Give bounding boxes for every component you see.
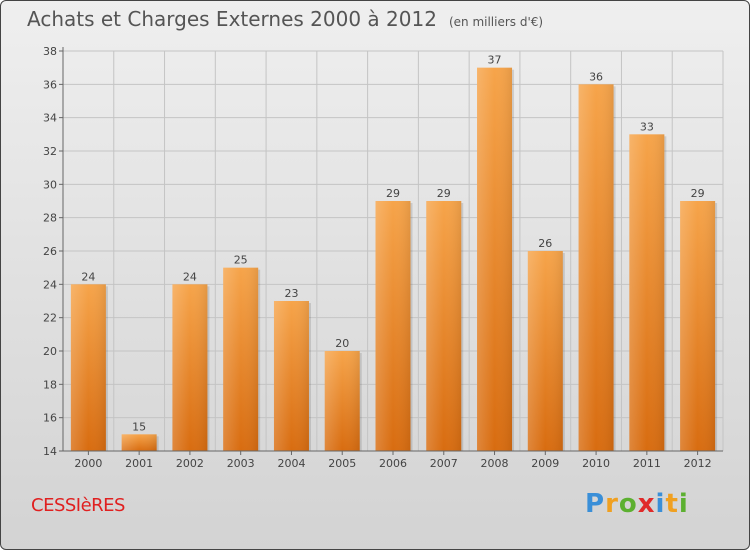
logo-letter: o xyxy=(618,489,638,519)
x-tick-label: 2006 xyxy=(379,457,407,470)
y-tick-label: 36 xyxy=(43,78,57,91)
bar-value-label: 24 xyxy=(81,270,95,283)
chart-title: Achats et Charges Externes 2000 à 2012 (e… xyxy=(27,7,543,31)
y-tick-label: 14 xyxy=(43,445,57,458)
bar-highlight xyxy=(223,267,259,451)
logo-letter: P xyxy=(585,489,606,519)
x-tick-label: 2007 xyxy=(430,457,458,470)
title-unit: (en milliers d'€) xyxy=(448,15,544,29)
title-text: Achats et Charges Externes 2000 à 2012 xyxy=(27,7,437,31)
x-tick-label: 2010 xyxy=(582,457,610,470)
x-tick-label: 2012 xyxy=(684,457,712,470)
x-tick-label: 2009 xyxy=(531,457,559,470)
x-tick-label: 2008 xyxy=(481,457,509,470)
y-tick-label: 26 xyxy=(43,245,57,258)
bar-value-label: 36 xyxy=(589,70,603,83)
logo-letter: i xyxy=(655,489,666,519)
x-tick-label: 2002 xyxy=(176,457,204,470)
bar-highlight xyxy=(477,67,513,452)
bar-value-label: 23 xyxy=(284,287,298,300)
bar-value-label: 24 xyxy=(183,270,197,283)
bars: 24 15 24 25 23 20 29 29 37 26 36 33 29 xyxy=(70,54,718,452)
y-tick-label: 16 xyxy=(43,412,57,425)
bar-highlight xyxy=(172,284,208,451)
y-tick-label: 28 xyxy=(43,212,57,225)
x-tick-label: 2000 xyxy=(74,457,102,470)
y-tick-label: 24 xyxy=(43,278,57,291)
bar-highlight xyxy=(121,434,157,451)
axes: 14 16 18 20 22 24 26 28 30 32 34 36 38 2000 2001 2002 20… xyxy=(43,45,723,470)
bar-value-label: 29 xyxy=(437,187,451,200)
bar-value-label: 26 xyxy=(538,237,552,250)
bar-highlight xyxy=(578,84,614,451)
bar-value-label: 29 xyxy=(691,187,705,200)
x-tick-label: 2004 xyxy=(277,457,305,470)
y-tick-label: 32 xyxy=(43,145,57,158)
x-tick-label: 2005 xyxy=(328,457,356,470)
proxiti-logo: Proxiti xyxy=(585,489,689,519)
x-tick-label: 2011 xyxy=(633,457,661,470)
bar-highlight xyxy=(629,134,665,452)
logo-letter: r xyxy=(605,489,619,519)
bar-highlight xyxy=(375,201,411,451)
bar-highlight xyxy=(527,251,563,451)
y-tick-label: 20 xyxy=(43,345,57,358)
bar-value-label: 15 xyxy=(132,420,146,433)
y-tick-label: 30 xyxy=(43,178,57,191)
bar-highlight xyxy=(426,201,462,451)
bar-highlight xyxy=(324,351,360,451)
logo-letter: t xyxy=(665,489,679,519)
logo-letter: x xyxy=(637,489,656,519)
y-tick-label: 38 xyxy=(43,45,57,58)
bar-value-label: 25 xyxy=(234,254,248,267)
y-tick-label: 34 xyxy=(43,112,57,125)
commune-name: CESSIèRES xyxy=(31,495,125,516)
y-tick-label: 18 xyxy=(43,378,57,391)
bar-value-label: 29 xyxy=(386,187,400,200)
bar-highlight xyxy=(273,301,309,451)
bar-highlight xyxy=(680,201,716,451)
bar-value-label: 37 xyxy=(488,54,502,67)
y-tick-label: 22 xyxy=(43,312,57,325)
bar-highlight xyxy=(70,284,106,451)
logo-letter: i xyxy=(678,489,689,519)
x-tick-label: 2001 xyxy=(125,457,153,470)
x-tick-label: 2003 xyxy=(227,457,255,470)
bar-value-label: 20 xyxy=(335,337,349,350)
bar-value-label: 33 xyxy=(640,120,654,133)
